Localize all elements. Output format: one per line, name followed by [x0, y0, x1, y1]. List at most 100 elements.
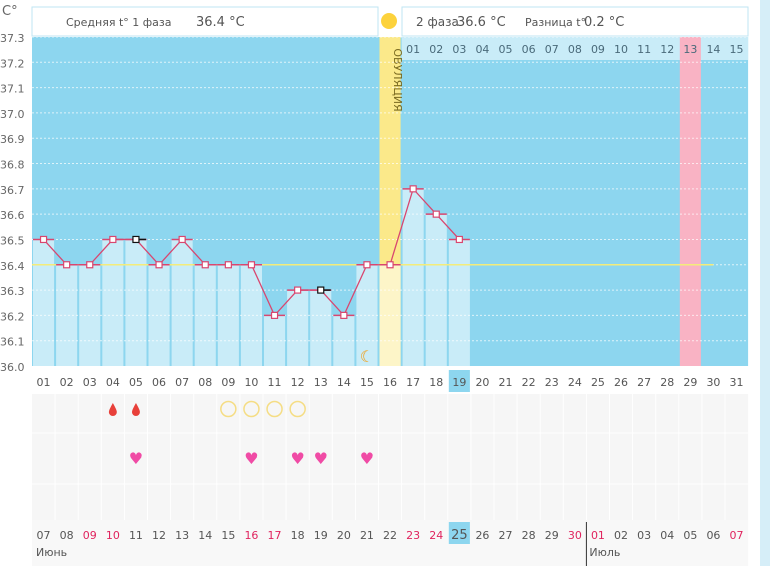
calendar-date[interactable]: 26	[475, 529, 489, 542]
cycle-day-label[interactable]: 22	[522, 376, 536, 389]
temperature-point[interactable]	[340, 311, 348, 319]
phase2-day-label: 14	[706, 43, 720, 56]
cycle-day-label[interactable]: 04	[106, 376, 120, 389]
phase1-value: 36.4 °C	[196, 15, 245, 30]
temperature-point[interactable]	[201, 261, 209, 269]
cycle-day-label[interactable]: 26	[614, 376, 628, 389]
y-tick-label: 36.8	[0, 159, 25, 172]
calendar-date[interactable]: 21	[360, 529, 374, 542]
cycle-day-label[interactable]: 13	[314, 376, 328, 389]
calendar-date[interactable]: 22	[383, 529, 397, 542]
calendar-date[interactable]: 01	[591, 529, 605, 542]
temperature-point[interactable]	[363, 261, 371, 269]
cycle-day-label[interactable]: 24	[568, 376, 582, 389]
drop-icon	[131, 403, 140, 416]
temperature-point[interactable]	[178, 235, 186, 244]
heart-icon: ♥	[290, 449, 304, 468]
calendar-date[interactable]: 12	[152, 529, 166, 542]
phase2-day-label: 09	[591, 43, 605, 56]
temperature-bar	[56, 264, 78, 366]
phase2-day-label: 11	[637, 43, 651, 56]
temperature-point[interactable]	[224, 261, 232, 269]
cycle-day-label[interactable]: 18	[429, 376, 443, 389]
calendar-date[interactable]: 13	[175, 529, 189, 542]
calendar-date[interactable]: 16	[244, 529, 258, 542]
cycle-day-label[interactable]: 15	[360, 376, 374, 389]
temperature-point[interactable]	[432, 210, 440, 218]
calendar-date[interactable]: 03	[637, 529, 651, 542]
calendar-date[interactable]: 17	[268, 529, 282, 542]
temperature-point[interactable]	[409, 185, 417, 193]
temperature-point[interactable]	[39, 235, 48, 244]
calendar-date[interactable]: 28	[522, 529, 536, 542]
cycle-day-label[interactable]: 03	[83, 376, 97, 389]
temperature-point[interactable]	[247, 261, 256, 269]
cycle-day-label[interactable]: 09	[221, 376, 235, 389]
y-tick-label: 36.1	[0, 336, 25, 349]
cycle-day-label[interactable]: 14	[337, 376, 351, 389]
calendar-date[interactable]: 05	[683, 529, 697, 542]
cycle-day-label[interactable]: 20	[475, 376, 489, 389]
calendar-date[interactable]: 04	[660, 529, 674, 542]
cycle-day-label[interactable]: 05	[129, 376, 143, 389]
scrollbar[interactable]	[760, 0, 770, 566]
cycle-day-label[interactable]: 31	[730, 376, 744, 389]
calendar-date[interactable]: 15	[221, 529, 235, 542]
circle-icon	[266, 400, 283, 418]
cycle-day-label[interactable]: 25	[591, 376, 605, 389]
current-day-highlight	[448, 370, 470, 392]
phase2-days-row	[401, 37, 749, 60]
cycle-day-label[interactable]: 30	[706, 376, 720, 389]
temperature-point[interactable]	[132, 235, 140, 244]
cycle-day-label[interactable]: 27	[637, 376, 651, 389]
temperature-point[interactable]	[317, 286, 325, 294]
calendar-date[interactable]: 24	[429, 529, 443, 542]
temperature-point[interactable]	[109, 235, 117, 244]
cycle-day-label[interactable]: 17	[406, 376, 420, 389]
cycle-day-label[interactable]: 29	[683, 376, 697, 389]
cycle-day-label[interactable]: 02	[60, 376, 74, 389]
calendar-date[interactable]: 07	[730, 529, 744, 542]
calendar-date[interactable]: 29	[545, 529, 559, 542]
cycle-day-label[interactable]: 08	[198, 376, 212, 389]
calendar-date[interactable]: 14	[198, 529, 212, 542]
cycle-day-label[interactable]: 19	[452, 376, 466, 389]
cycle-day-label[interactable]: 16	[383, 376, 397, 389]
y-tick-label: 36.3	[0, 285, 25, 298]
cycle-day-label[interactable]: 12	[291, 376, 305, 389]
phase2-label: 2 фаза	[416, 15, 459, 29]
temperature-point[interactable]	[86, 261, 94, 269]
cycle-day-label[interactable]: 28	[660, 376, 674, 389]
circle-icon	[220, 400, 237, 418]
temperature-point[interactable]	[63, 261, 71, 269]
calendar-date[interactable]: 02	[614, 529, 628, 542]
calendar-date[interactable]: 09	[83, 529, 97, 542]
calendar-date[interactable]: 19	[314, 529, 328, 542]
calendar-date[interactable]: 06	[706, 529, 720, 542]
calendar-date[interactable]: 25	[451, 528, 468, 543]
y-tick-label: 36.6	[0, 209, 25, 222]
calendar-date[interactable]: 23	[406, 529, 420, 542]
calendar-date[interactable]: 20	[337, 529, 351, 542]
temperature-point[interactable]	[270, 311, 279, 319]
calendar-date[interactable]: 08	[60, 529, 74, 542]
calendar-date[interactable]: 07	[37, 529, 51, 542]
unit-label: C°	[2, 4, 18, 19]
temperature-point[interactable]	[155, 261, 163, 269]
cycle-day-label[interactable]: 11	[268, 376, 282, 389]
calendar-date[interactable]: 10	[106, 529, 120, 542]
cycle-day-label[interactable]: 21	[499, 376, 513, 389]
cycle-day-label[interactable]: 23	[545, 376, 559, 389]
temperature-point[interactable]	[386, 261, 394, 269]
calendar-date[interactable]: 30	[568, 529, 582, 542]
cycle-day-label[interactable]: 01	[37, 376, 51, 389]
cycle-day-label[interactable]: 06	[152, 376, 166, 389]
temperature-point[interactable]	[455, 235, 463, 244]
cycle-day-label[interactable]: 10	[244, 376, 258, 389]
calendar-date[interactable]: 11	[129, 529, 143, 542]
cycle-day-label[interactable]: 07	[175, 376, 189, 389]
calendar-date[interactable]: 18	[291, 529, 305, 542]
calendar-date[interactable]: 27	[499, 529, 513, 542]
temperature-point[interactable]	[294, 286, 302, 294]
